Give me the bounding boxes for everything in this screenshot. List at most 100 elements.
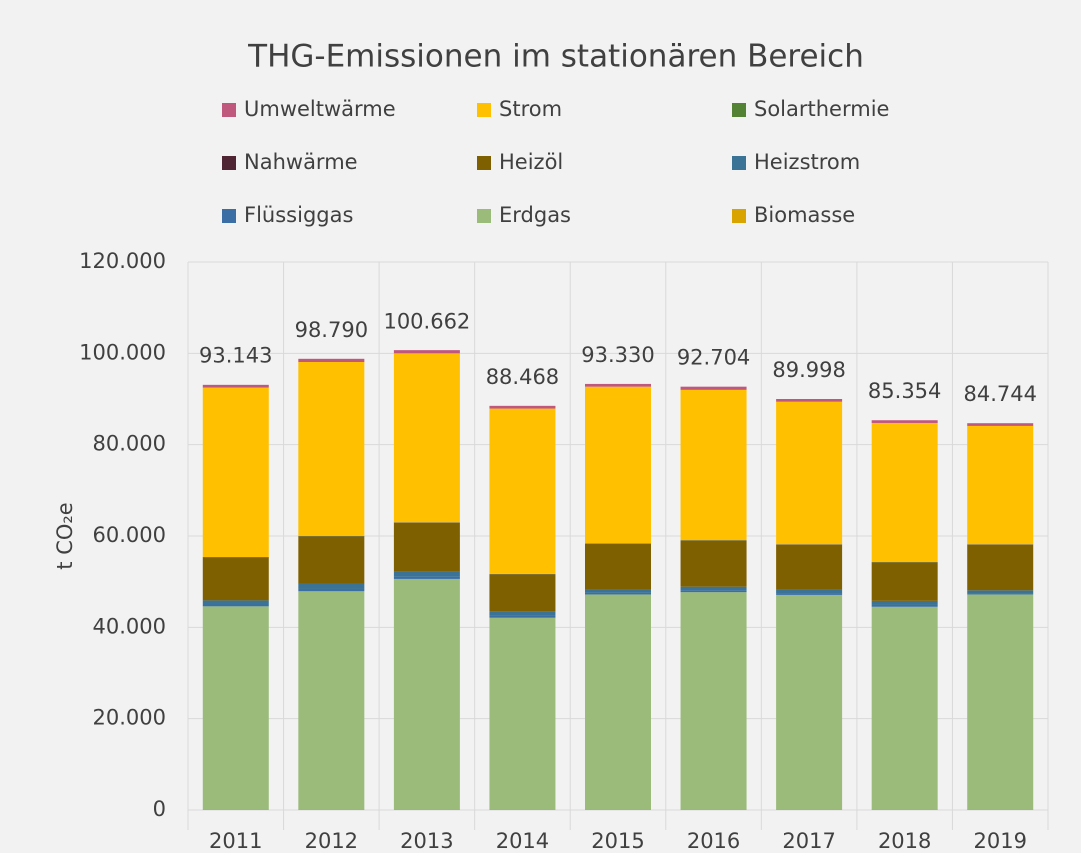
bar-segment xyxy=(393,578,460,810)
bar-segment xyxy=(489,405,556,409)
bar-segment xyxy=(871,420,938,423)
bar-segment xyxy=(489,574,556,612)
legend-swatch xyxy=(732,103,746,117)
bar-segment xyxy=(871,600,938,605)
legend-swatch xyxy=(477,156,491,170)
bar-segment xyxy=(585,386,651,544)
bar-segment xyxy=(776,544,843,590)
bar-segment xyxy=(776,401,843,545)
bar-segment xyxy=(585,592,651,595)
y-tick-label: 60.000 xyxy=(93,523,166,547)
y-tick-label: 120.000 xyxy=(79,249,166,273)
bar-segment xyxy=(776,399,843,402)
bar-segment xyxy=(202,387,269,558)
bar-segment xyxy=(298,588,365,592)
bar-segment xyxy=(202,604,269,607)
legend-label: Umweltwärme xyxy=(244,97,396,121)
bar-segment xyxy=(489,611,556,616)
y-tick-label: 0 xyxy=(153,797,166,821)
x-tick-label: 2019 xyxy=(973,829,1026,853)
bar-segment xyxy=(967,594,1034,810)
x-tick-label: 2014 xyxy=(496,829,549,853)
total-label: 89.998 xyxy=(772,358,845,382)
bar-segment xyxy=(298,583,365,589)
bar-segment xyxy=(489,408,556,574)
legend-swatch xyxy=(732,156,746,170)
bar-segment xyxy=(298,591,365,810)
legend-swatch xyxy=(477,103,491,117)
x-tick-label: 2012 xyxy=(305,829,358,853)
legend-swatch xyxy=(732,209,746,223)
x-tick-label: 2011 xyxy=(209,829,262,853)
bar-segment xyxy=(298,358,365,363)
y-tick-label: 80.000 xyxy=(93,432,166,456)
x-tick-label: 2013 xyxy=(400,829,453,853)
bar-segment xyxy=(680,592,747,810)
legend-swatch xyxy=(222,103,236,117)
legend-swatch xyxy=(222,156,236,170)
bar-segment xyxy=(871,604,938,607)
legend-label: Flüssiggas xyxy=(244,203,353,227)
legend-label: Solarthermie xyxy=(754,97,889,121)
bar-segment xyxy=(967,593,1034,595)
x-tick-label: 2015 xyxy=(591,829,644,853)
x-tick-label: 2018 xyxy=(878,829,931,853)
y-axis-label: t CO₂e xyxy=(53,502,77,569)
bar-segment xyxy=(393,350,460,354)
bar-segment xyxy=(489,617,556,810)
bar-segment xyxy=(680,590,747,593)
legend-label: Heizstrom xyxy=(754,150,860,174)
bar-segment xyxy=(298,536,365,584)
bar-segment xyxy=(298,362,365,536)
x-tick-label: 2016 xyxy=(687,829,740,853)
bar-segment xyxy=(202,384,269,388)
total-label: 98.790 xyxy=(295,318,368,342)
bar-segment xyxy=(202,606,269,810)
bar-segment xyxy=(871,562,938,601)
bar-segment xyxy=(967,544,1034,591)
total-label: 92.704 xyxy=(677,346,750,370)
total-label: 93.143 xyxy=(199,344,272,368)
bar-segment xyxy=(967,425,1034,545)
bar-segment xyxy=(776,589,843,594)
y-tick-label: 20.000 xyxy=(93,706,166,730)
y-tick-label: 40.000 xyxy=(93,614,166,638)
bar-segment xyxy=(202,557,269,601)
bar-segment xyxy=(871,422,938,563)
bar-segment xyxy=(393,522,460,572)
total-label: 84.744 xyxy=(963,382,1036,406)
legend-swatch xyxy=(222,209,236,223)
bar-segment xyxy=(776,594,843,810)
bar-segment xyxy=(967,423,1034,426)
y-tick-label: 100.000 xyxy=(79,340,166,364)
legend-label: Biomasse xyxy=(754,203,855,227)
bar-segment xyxy=(680,540,747,587)
bar-segment xyxy=(393,571,460,577)
bar-segment xyxy=(585,383,651,387)
bar-segment xyxy=(680,386,747,390)
bar-segment xyxy=(967,590,1034,594)
total-label: 93.330 xyxy=(581,343,654,367)
total-label: 100.662 xyxy=(383,309,470,333)
legend-label: Heizöl xyxy=(499,150,563,174)
bar-segment xyxy=(202,600,269,605)
bar-segment xyxy=(776,593,843,595)
bar-segment xyxy=(393,576,460,579)
bar-segment xyxy=(585,589,651,593)
legend-label: Nahwärme xyxy=(244,150,358,174)
bar-segment xyxy=(393,353,460,523)
legend-swatch xyxy=(477,209,491,223)
bar-segment xyxy=(585,543,651,590)
total-label: 88.468 xyxy=(486,365,559,389)
bar-segment xyxy=(680,586,747,591)
legend-label: Strom xyxy=(499,97,562,121)
legend-label: Erdgas xyxy=(499,203,571,227)
bar-segment xyxy=(489,615,556,618)
chart-title: THG-Emissionen im stationären Bereich xyxy=(247,39,864,75)
bar-segment xyxy=(680,389,747,541)
bar-segment xyxy=(585,594,651,810)
bar-segment xyxy=(871,606,938,810)
x-tick-label: 2017 xyxy=(782,829,835,853)
total-label: 85.354 xyxy=(868,379,941,403)
